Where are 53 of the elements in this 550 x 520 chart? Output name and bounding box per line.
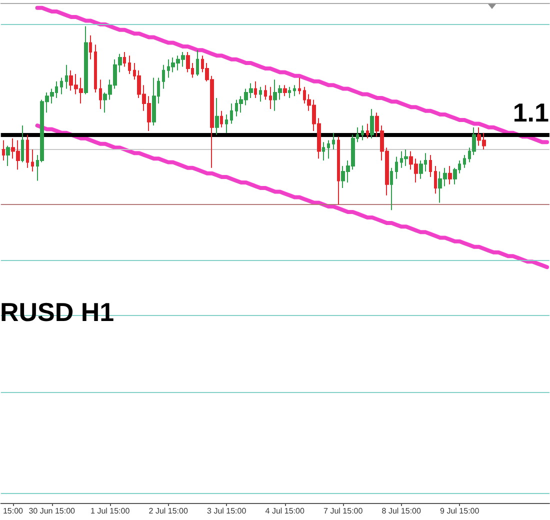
candlestick	[128, 55, 131, 75]
candlestick	[429, 154, 432, 178]
candlestick	[404, 148, 408, 166]
candlestick	[152, 77, 156, 126]
candlestick	[220, 110, 223, 128]
candlestick	[123, 51, 126, 68]
candlestick	[390, 167, 393, 211]
candlestick	[21, 125, 24, 163]
x-tick-label: 9 Jul 15:00	[440, 506, 480, 516]
candlestick	[366, 123, 369, 139]
candlestick	[370, 108, 374, 139]
text: RUSD H1	[0, 297, 114, 327]
candlestick	[225, 114, 228, 134]
candlestick	[288, 86, 291, 98]
x-tick-label: 8 Jul 15:00	[382, 506, 422, 516]
candlestick	[434, 165, 437, 194]
candlestick	[94, 44, 97, 93]
candlestick	[259, 86, 262, 102]
x-tick-label: 4 Jul 15:00	[265, 506, 305, 516]
candlestick	[298, 77, 301, 95]
candlestick	[293, 84, 296, 97]
candlestick	[332, 132, 335, 150]
candlestick	[322, 142, 325, 161]
candlestick	[269, 86, 272, 110]
x-tick-label: 30 Jun 15:00	[28, 506, 76, 516]
candlestick	[463, 154, 466, 168]
candlestick	[26, 134, 29, 168]
candlestick	[60, 77, 63, 95]
x-tick-label: 15:00	[2, 506, 24, 516]
candlestick	[283, 84, 287, 97]
x-tick-label: 2 Jul 15:00	[148, 506, 188, 516]
candlestick	[6, 145, 10, 166]
candlestick	[162, 64, 165, 90]
candlestick	[196, 50, 199, 76]
candlestick	[99, 79, 102, 110]
x-tick-label: 3 Jul 15:00	[207, 506, 247, 516]
candlestick	[65, 64, 68, 90]
candlestick	[230, 102, 233, 124]
candlestick	[448, 165, 452, 185]
candlestick	[337, 136, 340, 206]
candlestick	[254, 80, 257, 98]
candlestick	[264, 84, 267, 100]
x-tick-label: 7 Jul 15:00	[324, 506, 364, 516]
x-tick-label: 1 Jul 15:00	[90, 506, 130, 516]
candlestick	[84, 26, 88, 95]
annotation: 1.1	[512, 98, 549, 128]
candlestick	[2, 140, 5, 161]
candlestick	[31, 148, 34, 172]
candlestick	[361, 125, 364, 141]
candlestick	[327, 140, 330, 160]
candlestick	[395, 156, 398, 180]
candlestick	[89, 34, 92, 60]
candlestick	[215, 97, 219, 136]
